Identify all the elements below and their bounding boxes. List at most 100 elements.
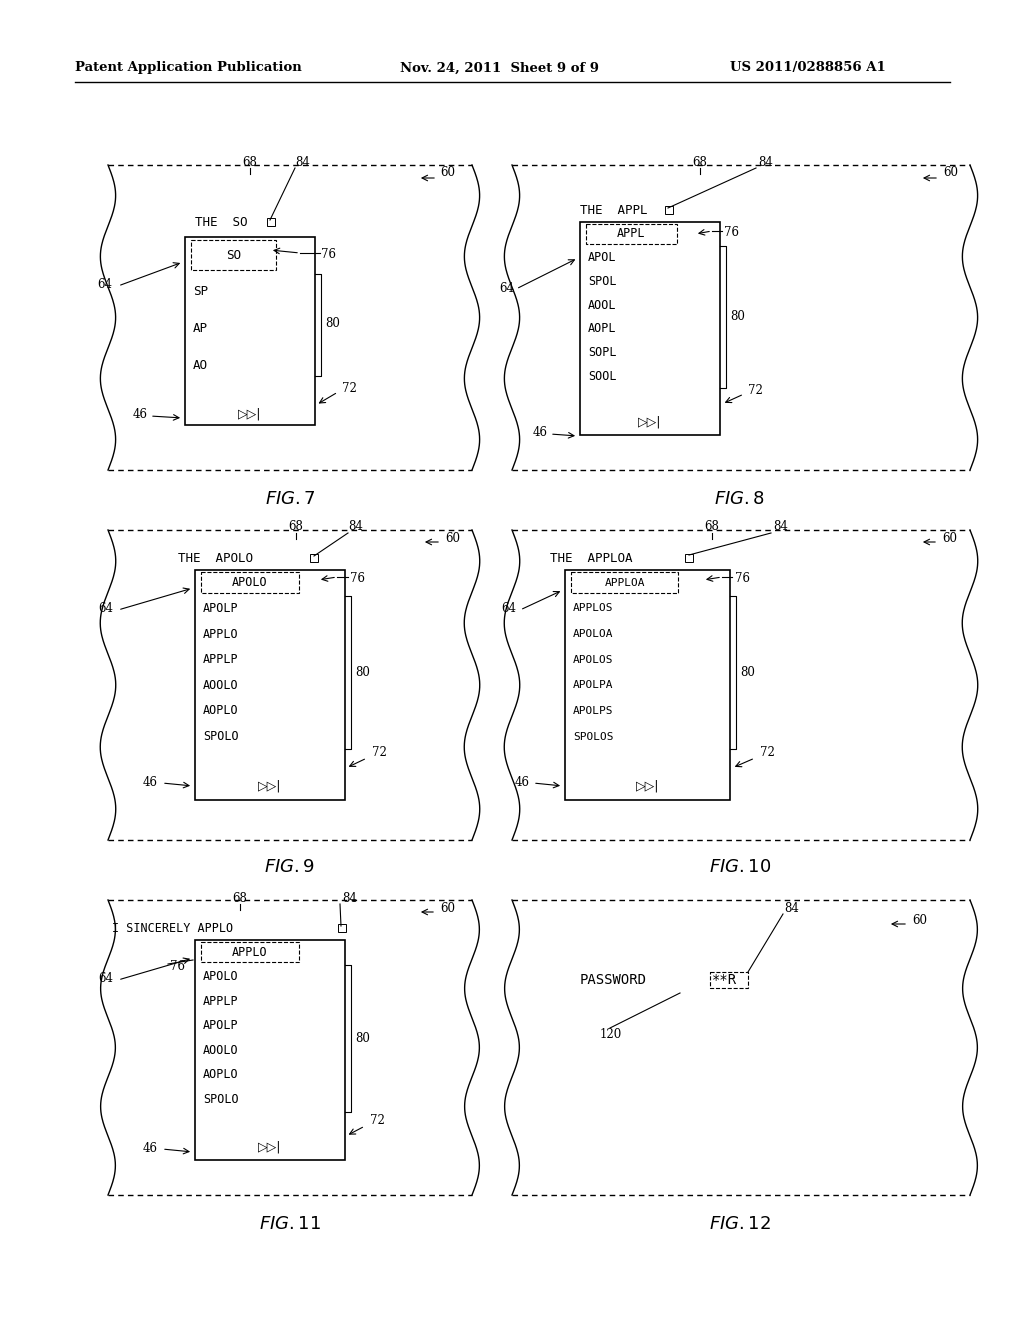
Text: SPOLOS: SPOLOS (573, 731, 613, 742)
Text: 80: 80 (355, 1031, 370, 1044)
Text: 76: 76 (350, 573, 365, 586)
Bar (338, 924, 346, 932)
Text: 60: 60 (943, 166, 958, 180)
Text: 72: 72 (760, 746, 775, 759)
Text: 84: 84 (295, 156, 310, 169)
Text: 72: 72 (748, 384, 763, 396)
Text: 76: 76 (735, 573, 750, 586)
Text: APPLP: APPLP (203, 995, 239, 1007)
Text: APOLO: APOLO (203, 970, 239, 983)
Text: AOOL: AOOL (588, 298, 616, 312)
Text: APOLPS: APOLPS (573, 706, 613, 715)
Text: 80: 80 (355, 667, 370, 678)
Text: THE  APPLOA: THE APPLOA (550, 552, 633, 565)
Text: 64: 64 (499, 281, 514, 294)
Bar (310, 554, 318, 562)
Text: AOPL: AOPL (588, 322, 616, 335)
Text: SOPL: SOPL (588, 346, 616, 359)
Text: AOOLO: AOOLO (203, 678, 239, 692)
Bar (665, 206, 673, 214)
Bar (565, 570, 730, 800)
Text: 68: 68 (692, 156, 708, 169)
Text: 64: 64 (98, 602, 113, 615)
Text: Patent Application Publication: Patent Application Publication (75, 62, 302, 74)
Text: 84: 84 (348, 520, 362, 533)
Bar (267, 218, 275, 226)
Text: Nov. 24, 2011  Sheet 9 of 9: Nov. 24, 2011 Sheet 9 of 9 (400, 62, 599, 74)
Text: $\it{FIG.7}$: $\it{FIG.7}$ (264, 490, 315, 508)
Text: SOOL: SOOL (588, 370, 616, 383)
Text: SPOLO: SPOLO (203, 730, 239, 743)
Bar (195, 940, 345, 1160)
Text: $\it{FIG.9}$: $\it{FIG.9}$ (264, 858, 315, 876)
Text: APOLPA: APOLPA (573, 680, 613, 690)
Text: SP: SP (193, 285, 208, 298)
Bar (586, 224, 677, 244)
Text: APPLOA: APPLOA (604, 578, 645, 587)
Text: APPLO: APPLO (203, 627, 239, 640)
Text: 80: 80 (730, 310, 744, 323)
Text: PASSWORD: PASSWORD (580, 973, 647, 987)
Text: THE  SO: THE SO (195, 215, 248, 228)
Text: **R: **R (712, 973, 737, 987)
Text: AOPLO: AOPLO (203, 705, 239, 718)
Bar (201, 573, 299, 593)
Text: APOLOS: APOLOS (573, 655, 613, 665)
Text: APOLP: APOLP (203, 602, 239, 615)
Text: 46: 46 (143, 776, 158, 788)
Text: 64: 64 (98, 972, 113, 985)
Bar (580, 222, 720, 436)
Text: **R: **R (712, 973, 737, 987)
Text: APOL: APOL (588, 251, 616, 264)
Text: 76: 76 (724, 227, 739, 239)
Text: 60: 60 (445, 532, 460, 544)
Bar (185, 238, 315, 425)
Text: US 2011/0288856 A1: US 2011/0288856 A1 (730, 62, 886, 74)
Text: 84: 84 (784, 902, 799, 915)
Text: APPLO: APPLO (232, 945, 267, 958)
Text: 84: 84 (758, 156, 773, 169)
Text: 64: 64 (501, 602, 516, 615)
Text: APOLOA: APOLOA (573, 630, 613, 639)
Bar (195, 570, 345, 800)
Text: 72: 72 (370, 1114, 385, 1126)
Text: ▷▷|: ▷▷| (258, 1140, 282, 1154)
Text: 120: 120 (600, 1028, 623, 1041)
Bar (191, 240, 275, 271)
Bar (710, 972, 748, 987)
Bar (571, 573, 678, 593)
Text: $\it{FIG.10}$: $\it{FIG.10}$ (709, 858, 771, 876)
Text: APPL: APPL (617, 227, 646, 240)
Text: SPOLO: SPOLO (203, 1093, 239, 1106)
Text: AO: AO (193, 359, 208, 372)
Text: 68: 68 (232, 891, 248, 904)
Text: APPLP: APPLP (203, 653, 239, 667)
Text: 72: 72 (342, 381, 357, 395)
Text: SO: SO (225, 249, 241, 261)
Text: 84: 84 (773, 520, 787, 533)
Text: THE  APOLO: THE APOLO (178, 552, 253, 565)
Text: APOLO: APOLO (232, 577, 267, 589)
Bar (685, 554, 693, 562)
Text: AOPLO: AOPLO (203, 1068, 239, 1081)
Text: $\it{FIG.8}$: $\it{FIG.8}$ (715, 490, 766, 508)
Text: ▷▷|: ▷▷| (638, 416, 662, 429)
Text: 80: 80 (325, 317, 340, 330)
Text: I SINCERELY APPLO: I SINCERELY APPLO (112, 921, 233, 935)
Text: 80: 80 (740, 667, 755, 678)
Text: APPLOS: APPLOS (573, 603, 613, 614)
Text: 46: 46 (133, 408, 148, 421)
Text: 46: 46 (515, 776, 530, 788)
Text: 64: 64 (97, 279, 112, 292)
Text: ▷▷|: ▷▷| (636, 780, 659, 793)
Text: 76: 76 (170, 960, 185, 973)
Text: 60: 60 (912, 913, 927, 927)
Text: 60: 60 (440, 166, 455, 180)
Text: AOOLO: AOOLO (203, 1044, 239, 1057)
Text: SPOL: SPOL (588, 275, 616, 288)
Text: 72: 72 (372, 746, 387, 759)
Text: $\it{FIG.11}$: $\it{FIG.11}$ (259, 1214, 321, 1233)
Bar (201, 942, 299, 962)
Text: ▷▷|: ▷▷| (239, 407, 262, 420)
Text: 46: 46 (534, 426, 548, 440)
